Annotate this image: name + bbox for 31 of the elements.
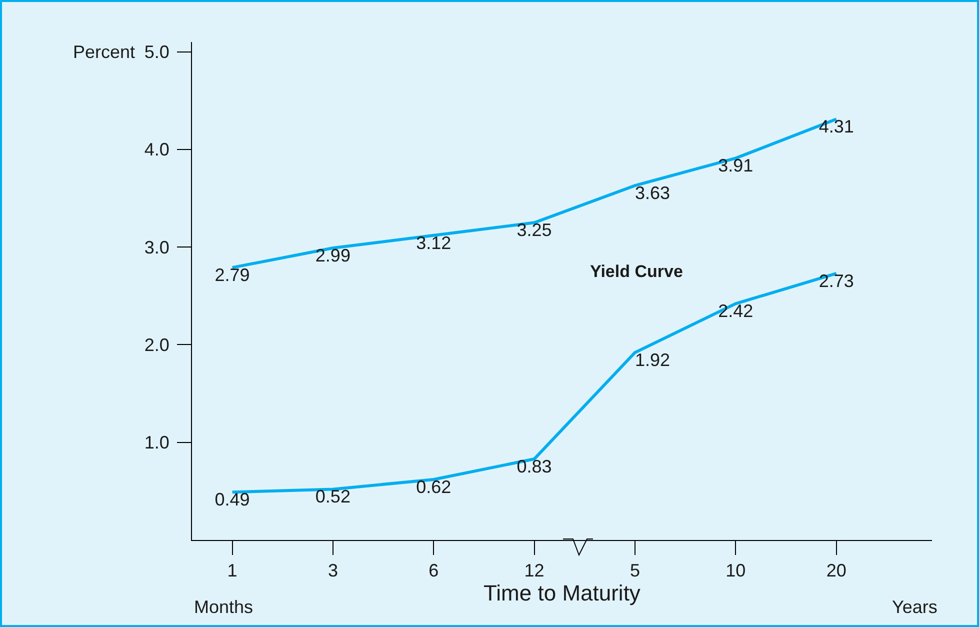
data-label: 2.42 xyxy=(718,301,754,322)
y-tick-label: 4.0 xyxy=(144,140,170,160)
y-tick-label: 1.0 xyxy=(144,432,170,453)
annotation: Yield Curve xyxy=(590,262,683,281)
x-tick-label: 6 xyxy=(428,560,439,581)
x-tick-label: 20 xyxy=(826,560,846,581)
data-label: 0.49 xyxy=(214,490,250,510)
data-label: 0.83 xyxy=(516,456,552,476)
data-label: 3.63 xyxy=(634,183,670,204)
data-label: 2.99 xyxy=(315,246,350,266)
y-tick-label: 5.0 xyxy=(144,42,170,62)
x-axis-title: Time to Maturity xyxy=(484,580,640,606)
x-tick-label: 12 xyxy=(524,560,544,581)
text: Years xyxy=(892,597,938,617)
data-label: 3.91 xyxy=(718,156,754,176)
x-tick-label: 1 xyxy=(227,560,238,581)
y-tick-label: 2.0 xyxy=(144,335,170,356)
x-tick-label: 3 xyxy=(328,560,338,581)
data-label: 4.31 xyxy=(818,116,854,137)
y-axis-title: Percent xyxy=(73,42,136,62)
data-label: 0.62 xyxy=(416,476,452,497)
data-label: 3.25 xyxy=(516,220,552,240)
data-label: 2.73 xyxy=(818,270,854,291)
text: Months xyxy=(194,597,254,617)
data-label: 2.79 xyxy=(214,265,250,286)
data-label: 0.52 xyxy=(315,486,350,507)
data-label: 3.12 xyxy=(416,232,452,253)
data-label: 1.92 xyxy=(634,350,670,370)
x-tick-label: 10 xyxy=(726,560,746,581)
y-tick-label: 3.0 xyxy=(144,237,170,258)
x-tick-label: 5 xyxy=(630,560,640,581)
